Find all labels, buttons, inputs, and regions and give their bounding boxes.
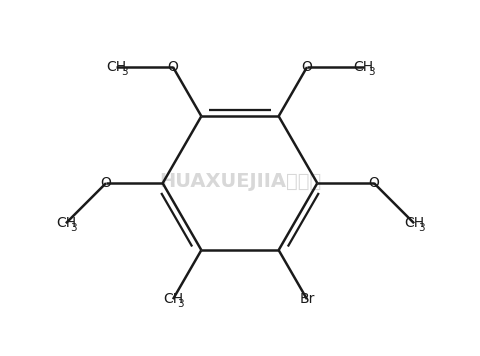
Text: CH: CH bbox=[163, 292, 183, 306]
Text: O: O bbox=[301, 60, 312, 74]
Text: CH: CH bbox=[106, 60, 126, 74]
Text: CH: CH bbox=[56, 216, 76, 230]
Text: O: O bbox=[101, 176, 111, 190]
Text: O: O bbox=[168, 60, 179, 74]
Text: 3: 3 bbox=[419, 224, 425, 234]
Text: 3: 3 bbox=[71, 224, 77, 234]
Text: 3: 3 bbox=[178, 299, 184, 309]
Text: CH: CH bbox=[404, 216, 424, 230]
Text: CH: CH bbox=[354, 60, 374, 74]
Text: HUAXUEJIIA化学加: HUAXUEJIIA化学加 bbox=[159, 172, 321, 190]
Text: 3: 3 bbox=[368, 67, 375, 77]
Text: Br: Br bbox=[300, 292, 315, 306]
Text: O: O bbox=[369, 176, 379, 190]
Text: 3: 3 bbox=[121, 67, 127, 77]
